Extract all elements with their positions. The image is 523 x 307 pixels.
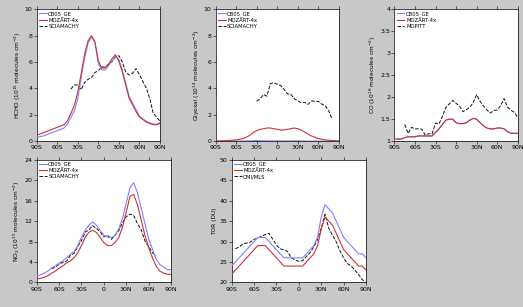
Y-axis label: Glyoxal (10$^{14}$ molecules cm$^{-2}$): Glyoxal (10$^{14}$ molecules cm$^{-2}$) xyxy=(191,29,201,121)
Legend: CB05_GE, MOZART-4x, SCIAMACHY: CB05_GE, MOZART-4x, SCIAMACHY xyxy=(38,161,79,180)
Legend: CB05_GE, MOZART-4x, MOPITT: CB05_GE, MOZART-4x, MOPITT xyxy=(396,11,437,29)
Y-axis label: HCHO (10$^{15}$ molecules cm$^{-2}$): HCHO (10$^{15}$ molecules cm$^{-2}$) xyxy=(13,32,22,119)
Legend: CB05_GE, MOZART-4x, SCIAMACHY: CB05_GE, MOZART-4x, SCIAMACHY xyxy=(38,11,79,29)
Y-axis label: TOR (DU): TOR (DU) xyxy=(212,207,218,235)
Y-axis label: CO (10$^{18}$ molecules cm$^{-2}$): CO (10$^{18}$ molecules cm$^{-2}$) xyxy=(368,36,378,115)
Legend: CB05_GE, MOZART-4x, OMI/MLS: CB05_GE, MOZART-4x, OMI/MLS xyxy=(233,161,274,180)
Y-axis label: NO$_2$ (10$^{15}$ molecules cm$^{-2}$): NO$_2$ (10$^{15}$ molecules cm$^{-2}$) xyxy=(12,180,22,262)
Legend: CB05_GE, MOZART-4x, SCIAMACHY: CB05_GE, MOZART-4x, SCIAMACHY xyxy=(217,11,258,29)
